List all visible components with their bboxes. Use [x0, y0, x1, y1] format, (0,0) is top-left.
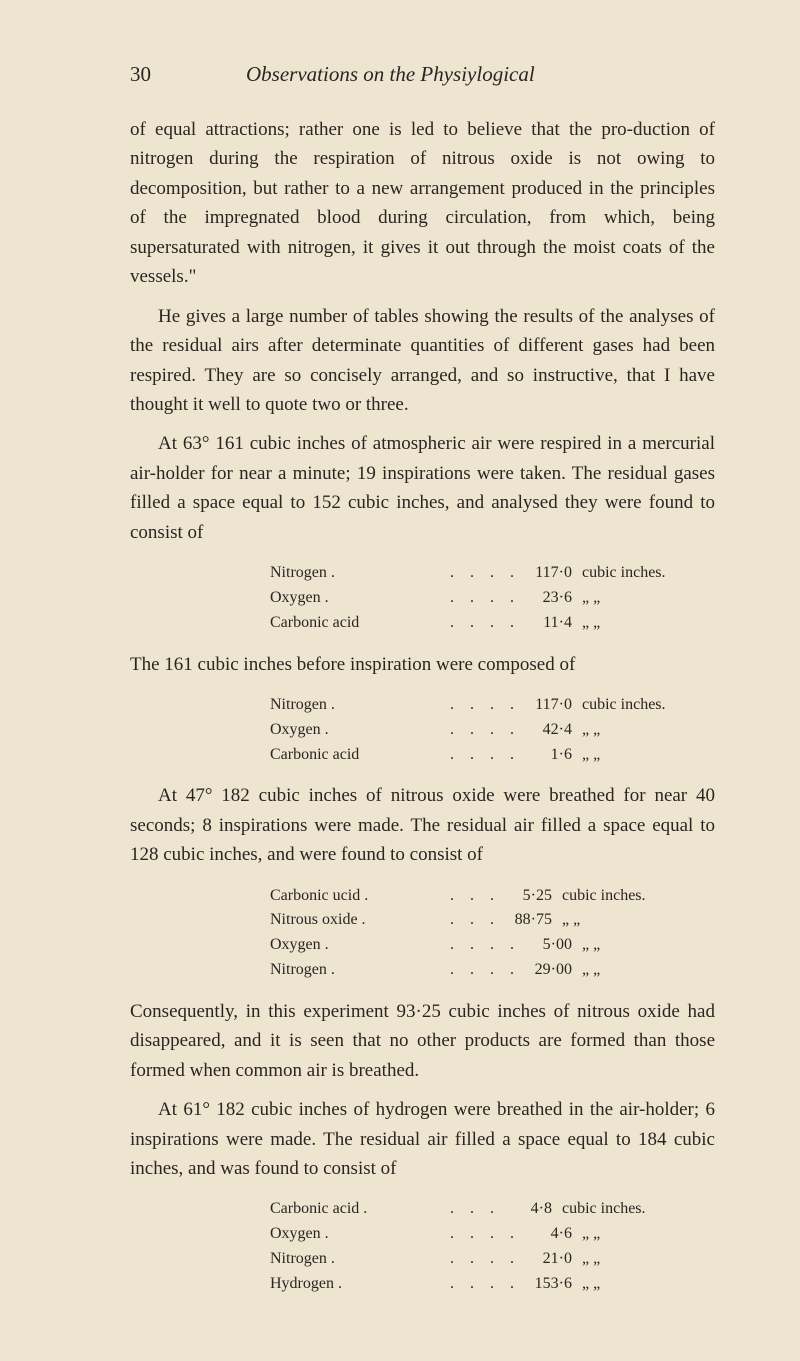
table-dots: . . . . [450, 561, 520, 586]
table-unit: „ „ [582, 1272, 600, 1297]
table-value: 21·0 [520, 1247, 572, 1272]
paragraph-1: of equal attractions; rather one is led … [130, 115, 715, 292]
table-dots: . . . . [450, 693, 520, 718]
table-label: Oxygen . [270, 718, 450, 743]
table-unit: „ „ [582, 933, 600, 958]
table-dots: . . . . [450, 611, 520, 636]
table-unit: cubic inches. [582, 561, 666, 586]
table-unit: „ „ [582, 958, 600, 983]
table-value: 4·8 [500, 1197, 552, 1222]
table-2: Nitrogen . . . . . 117·0 cubic inches. O… [270, 693, 715, 767]
table-value: 5·25 [500, 884, 552, 909]
paragraph-6: Consequently, in this experiment 93·25 c… [130, 997, 715, 1085]
table-row: Oxygen . . . . . 23·6 „ „ [270, 586, 715, 611]
table-value: 88·75 [500, 908, 552, 933]
table-row: Nitrogen . . . . . 21·0 „ „ [270, 1247, 715, 1272]
table-label: Carbonic acid [270, 611, 450, 636]
table-label: Hydrogen . [270, 1272, 450, 1297]
table-row: Hydrogen . . . . . 153·6 „ „ [270, 1272, 715, 1297]
table-label: Nitrogen . [270, 958, 450, 983]
table-row: Carbonic acid . . . . 11·4 „ „ [270, 611, 715, 636]
table-unit: „ „ [582, 586, 600, 611]
table-row: Oxygen . . . . . 4·6 „ „ [270, 1222, 715, 1247]
table-label: Nitrogen . [270, 693, 450, 718]
table-value: 117·0 [520, 561, 572, 586]
table-value: 42·4 [520, 718, 572, 743]
table-label: Nitrogen . [270, 1247, 450, 1272]
page-content: 30 Observations on the Physiylogical of … [0, 0, 800, 1361]
paragraph-3: At 63° 161 cubic inches of atmospheric a… [130, 429, 715, 547]
table-dots: . . . . [450, 1272, 520, 1297]
table-unit: „ „ [582, 743, 600, 768]
page-number: 30 [130, 62, 151, 87]
table-row: Carbonic acid . . . . 1·6 „ „ [270, 743, 715, 768]
table-3: Carbonic ucid . . . . 5·25 cubic inches.… [270, 884, 715, 983]
table-row: Nitrous oxide . . . . 88·75 „ „ [270, 908, 715, 933]
table-unit: „ „ [562, 908, 580, 933]
table-label: Nitrous oxide . [270, 908, 450, 933]
table-value: 29·00 [520, 958, 572, 983]
table-value: 153·6 [520, 1272, 572, 1297]
table-dots: . . . [450, 908, 500, 933]
table-dots: . . . . [450, 1247, 520, 1272]
table-label: Carbonic acid . [270, 1197, 450, 1222]
table-unit: cubic inches. [562, 1197, 646, 1222]
table-label: Oxygen . [270, 1222, 450, 1247]
table-4: Carbonic acid . . . . 4·8 cubic inches. … [270, 1197, 715, 1296]
table-label: Nitrogen . [270, 561, 450, 586]
table-value: 117·0 [520, 693, 572, 718]
table-dots: . . . . [450, 586, 520, 611]
table-dots: . . . . [450, 958, 520, 983]
table-row: Carbonic ucid . . . . 5·25 cubic inches. [270, 884, 715, 909]
paragraph-2: He gives a large number of tables showin… [130, 302, 715, 420]
table-value: 1·6 [520, 743, 572, 768]
table-dots: . . . . [450, 718, 520, 743]
table-row: Oxygen . . . . . 42·4 „ „ [270, 718, 715, 743]
running-title: Observations on the Physiylogical [246, 62, 535, 87]
table-unit: „ „ [582, 718, 600, 743]
table-unit: cubic inches. [582, 693, 666, 718]
table-value: 23·6 [520, 586, 572, 611]
paragraph-5: At 47° 182 cubic inches of nitrous oxide… [130, 781, 715, 869]
table-label: Carbonic ucid . [270, 884, 450, 909]
table-unit: „ „ [582, 1247, 600, 1272]
table-unit: cubic inches. [562, 884, 646, 909]
paragraph-7: At 61° 182 cubic inches of hydrogen were… [130, 1095, 715, 1183]
table-dots: . . . . [450, 743, 520, 768]
table-unit: „ „ [582, 611, 600, 636]
table-value: 5·00 [520, 933, 572, 958]
table-label: Oxygen . [270, 933, 450, 958]
table-value: 11·4 [520, 611, 572, 636]
table-value: 4·6 [520, 1222, 572, 1247]
table-dots: . . . [450, 1197, 500, 1222]
table-row: Oxygen . . . . . 5·00 „ „ [270, 933, 715, 958]
table-unit: „ „ [582, 1222, 600, 1247]
paragraph-4: The 161 cubic inches before inspiration … [130, 650, 715, 679]
table-row: Carbonic acid . . . . 4·8 cubic inches. [270, 1197, 715, 1222]
page-header: 30 Observations on the Physiylogical [130, 62, 715, 87]
table-dots: . . . . [450, 1222, 520, 1247]
table-dots: . . . . [450, 933, 520, 958]
table-row: Nitrogen . . . . . 117·0 cubic inches. [270, 561, 715, 586]
table-row: Nitrogen . . . . . 29·00 „ „ [270, 958, 715, 983]
table-row: Nitrogen . . . . . 117·0 cubic inches. [270, 693, 715, 718]
table-label: Carbonic acid [270, 743, 450, 768]
table-label: Oxygen . [270, 586, 450, 611]
table-dots: . . . [450, 884, 500, 909]
table-1: Nitrogen . . . . . 117·0 cubic inches. O… [270, 561, 715, 635]
